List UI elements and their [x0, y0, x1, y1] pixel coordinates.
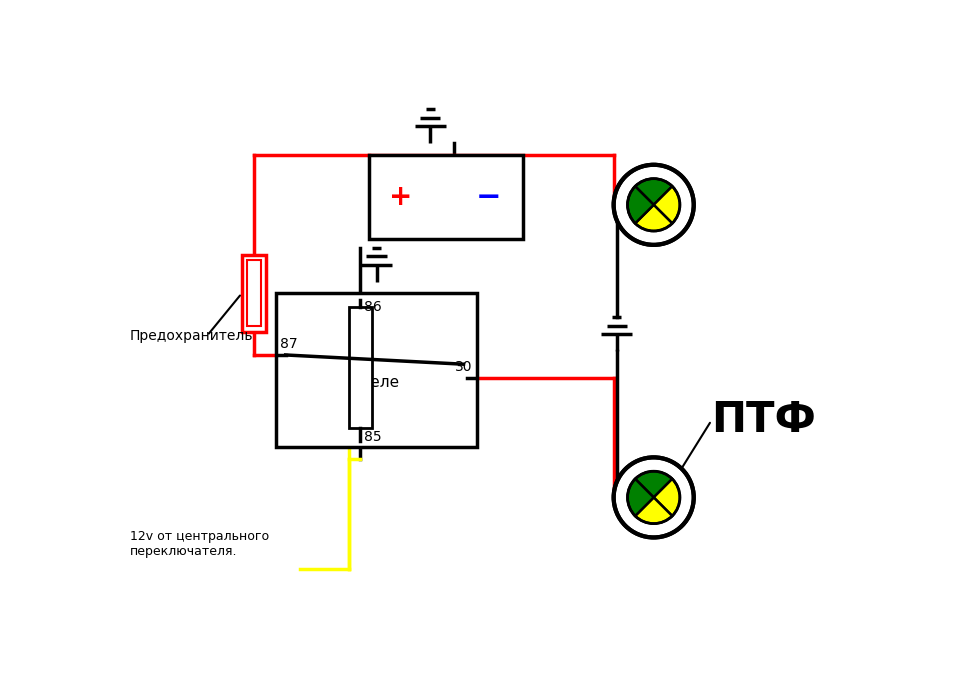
Wedge shape: [654, 186, 680, 223]
Wedge shape: [636, 205, 672, 231]
Wedge shape: [636, 498, 672, 524]
Text: −: −: [475, 183, 501, 211]
Circle shape: [613, 457, 694, 538]
Wedge shape: [654, 479, 680, 516]
Text: +: +: [390, 183, 413, 211]
Text: 86: 86: [365, 299, 382, 313]
Text: ПТФ: ПТФ: [711, 399, 816, 441]
Wedge shape: [636, 179, 672, 205]
Bar: [242, 255, 266, 332]
Wedge shape: [628, 186, 654, 223]
Text: 87: 87: [280, 337, 298, 351]
Circle shape: [613, 165, 694, 245]
Text: 12v от центрального
переключателя.: 12v от центрального переключателя.: [131, 529, 269, 558]
Text: 85: 85: [365, 430, 382, 444]
Wedge shape: [636, 471, 672, 498]
Bar: [348, 307, 372, 428]
Bar: [247, 261, 261, 326]
Text: 30: 30: [455, 360, 472, 374]
Wedge shape: [628, 479, 654, 516]
Bar: [369, 155, 523, 240]
Text: Реле: Реле: [362, 375, 399, 390]
Bar: [276, 293, 476, 448]
Text: Предохранитель: Предохранитель: [131, 328, 253, 343]
